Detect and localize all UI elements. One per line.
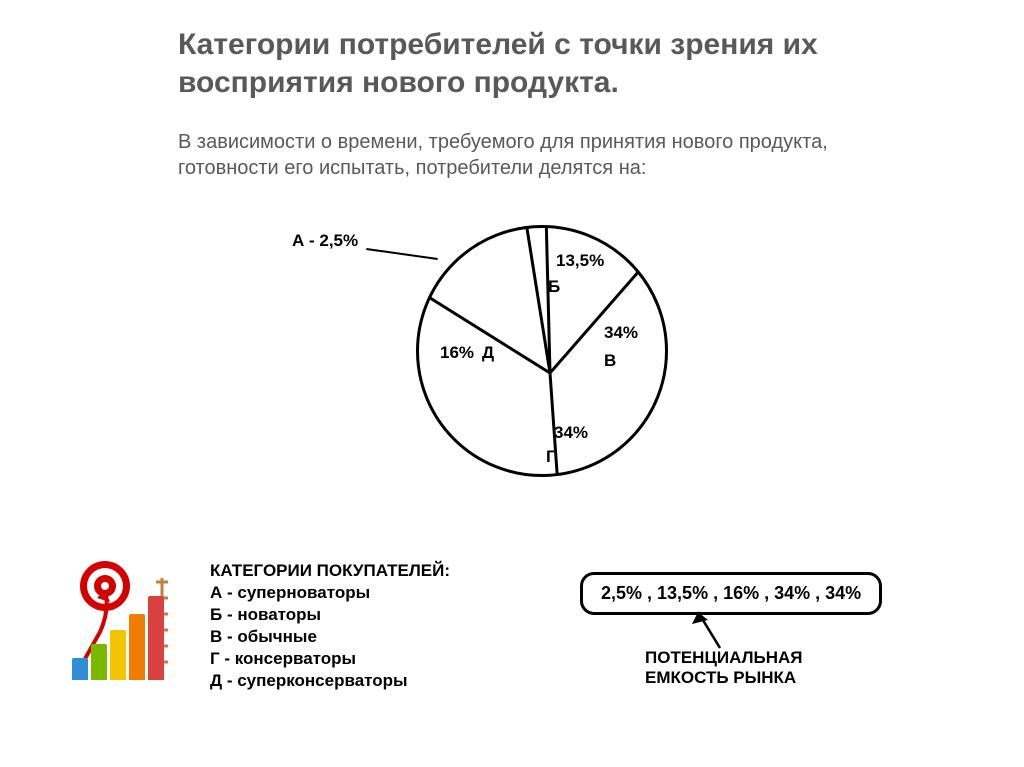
decor-bar — [148, 596, 164, 680]
legend-item: Г - консерваторы — [210, 648, 450, 670]
capacity-label-line2: ЕМКОСТЬ РЫНКА — [645, 668, 802, 688]
page-title: Категории потребителей с точки зрения их… — [178, 26, 934, 103]
legend-item: В - обычные — [210, 626, 450, 648]
slice-a-callout: А - 2,5% — [292, 231, 358, 251]
slice-B-percent: 13,5% — [556, 251, 604, 271]
page-subtitle: В зависимости о времени, требуемого для … — [178, 129, 934, 182]
pie-chart: А - 2,5% 13,5%Б34%В34%Г16%Д — [330, 215, 700, 515]
slice-G-percent: 34% — [554, 423, 588, 443]
legend-item: Д - суперконсерваторы — [210, 670, 450, 692]
capacity-arrow-icon — [690, 608, 730, 652]
capacity-label-line1: ПОТЕНЦИАЛЬНАЯ — [645, 648, 802, 668]
decor-chart-icon — [70, 560, 190, 680]
decor-bar — [91, 644, 107, 680]
legend: КАТЕГОРИИ ПОКУПАТЕЛЕЙ: А - суперноваторы… — [210, 560, 450, 693]
slice-D-letter: Д — [482, 343, 494, 363]
slice-V-letter: В — [604, 351, 616, 371]
slice-V-percent: 34% — [604, 323, 638, 343]
decor-bar — [129, 614, 145, 680]
capacity-box: 2,5% , 13,5% , 16% , 34% , 34% — [580, 572, 882, 615]
decor-bar — [72, 658, 88, 680]
legend-title: КАТЕГОРИИ ПОКУПАТЕЛЕЙ: — [210, 560, 450, 582]
slice-D-percent: 16% — [440, 343, 474, 363]
slice-G-letter: Г — [546, 447, 556, 467]
legend-item: А - суперноваторы — [210, 582, 450, 604]
slice-B-letter: Б — [548, 277, 560, 297]
capacity-values: 2,5% , 13,5% , 16% , 34% , 34% — [601, 583, 861, 603]
capacity-label: ПОТЕНЦИАЛЬНАЯ ЕМКОСТЬ РЫНКА — [645, 648, 802, 689]
decor-bar — [110, 630, 126, 680]
legend-item: Б - новаторы — [210, 604, 450, 626]
decor-bars — [72, 596, 164, 680]
